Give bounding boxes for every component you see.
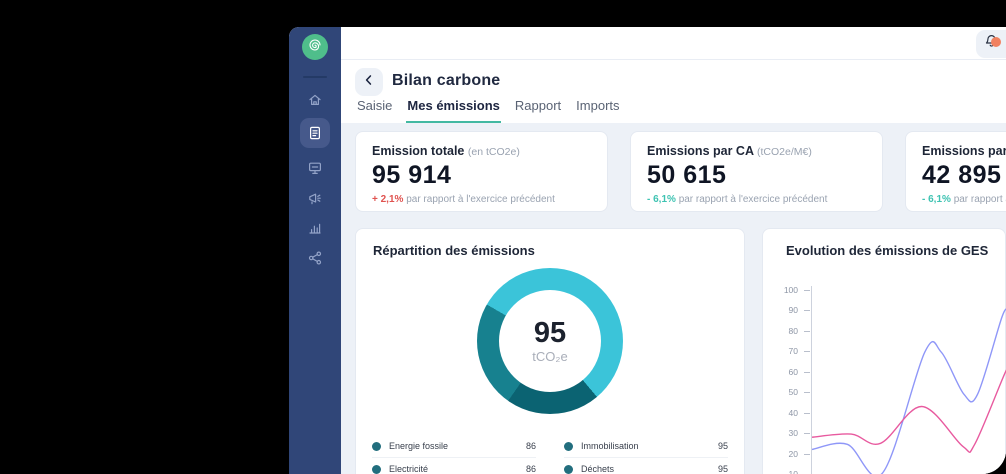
content-area: Emission totale (en tCO2e) 95 914 + 2,1%…	[341, 123, 1006, 474]
file-text-icon	[307, 125, 323, 141]
legend-item-energie-fossile: Energie fossile 86	[372, 435, 536, 458]
tab-rapport[interactable]: Rapport	[514, 98, 562, 113]
bar-chart-icon	[307, 220, 323, 236]
donut-center: 95 tCO₂e	[499, 290, 601, 392]
app-logo[interactable]	[302, 34, 328, 60]
legend-label: Déchets	[581, 464, 615, 474]
notification-badge	[991, 37, 1001, 47]
sidebar-item-home[interactable]	[300, 85, 330, 115]
tab-bar: Saisie Mes émissions Rapport Imports	[356, 98, 621, 123]
donut-center-unit: tCO₂e	[532, 348, 568, 364]
hierarchy-icon	[307, 250, 323, 266]
stat-delta: + 2,1% par rapport à l'exercice précéden…	[372, 194, 555, 205]
y-tick-mark	[804, 351, 810, 353]
legend-label: Energie fossile	[389, 441, 449, 451]
notifications-button[interactable]	[976, 30, 1006, 58]
stats-row: Emission totale (en tCO2e) 95 914 + 2,1%…	[355, 131, 1006, 212]
stat-value: 95 914	[372, 161, 452, 189]
main-area: Bilan carbone Saisie Mes émissions Rappo…	[341, 27, 1006, 474]
stat-value: 42 895	[922, 161, 1002, 189]
legend-dot	[564, 441, 573, 451]
y-tick-mark	[804, 290, 810, 291]
y-tick-label: 80	[788, 325, 798, 336]
stat-unit: (tCO2e/M€)	[757, 146, 812, 158]
sidebar-item-screen[interactable]	[300, 153, 330, 183]
donut-chart-title: Répartition des émissions	[373, 243, 535, 258]
y-tick-mark	[804, 433, 810, 435]
stat-title: Emissions par CA (tCO2e/M€)	[647, 144, 812, 158]
legend-item-electricite: Electricité 86	[372, 458, 536, 474]
tab-imports[interactable]: Imports	[576, 98, 620, 113]
y-tick-label: 60	[788, 366, 798, 377]
topbar	[341, 27, 1006, 60]
delta-badge: - 6,1%	[647, 194, 676, 205]
sidebar-item-statistics[interactable]	[300, 213, 330, 243]
sidebar-item-documents[interactable]	[300, 118, 330, 148]
line-series-1	[812, 308, 1006, 474]
y-tick-label: 100	[783, 285, 798, 295]
line-chart	[812, 308, 1006, 474]
spiral-logo-icon	[306, 36, 324, 59]
y-tick-label: 90	[788, 305, 798, 316]
y-tick-mark	[804, 330, 810, 332]
stat-delta: - 6,1% par rapport à l'exercice précéden…	[922, 194, 1006, 205]
sidebar-item-announcements[interactable]	[300, 183, 330, 213]
y-tick-label: 50	[788, 387, 798, 398]
donut-chart: 95 tCO₂e	[477, 268, 623, 414]
megaphone-icon	[307, 190, 323, 206]
legend-dot	[372, 441, 381, 451]
sidebar-divider	[303, 76, 327, 78]
y-tick-label: 70	[788, 346, 798, 357]
legend-item-dechets: Déchets 95	[564, 458, 728, 474]
app-window: Bilan carbone Saisie Mes émissions Rappo…	[289, 27, 1006, 474]
tab-mes-emissions[interactable]: Mes émissions	[406, 98, 501, 123]
monitor-icon	[307, 160, 323, 176]
stat-card-emissions-par-ca: Emissions par CA (tCO2e/M€) 50 615 - 6,1…	[630, 131, 883, 212]
legend-value: 95	[717, 464, 728, 474]
stat-card-emissions-par-etp: Emissions par ETP (tCO2e/ETP) 42 895 - 6…	[905, 131, 1006, 212]
y-tick-mark	[804, 392, 810, 394]
line-chart-panel: Evolution des émissions de GES 100 90 80 70…	[762, 228, 1006, 474]
legend-value: 95	[717, 441, 728, 451]
legend-dot	[372, 464, 381, 474]
legend-label: Electricité	[389, 464, 429, 474]
back-button[interactable]	[355, 68, 383, 96]
donut-legend: Energie fossile 86 Immobilisation 95 Ele…	[372, 435, 728, 474]
delta-badge: - 6,1%	[922, 194, 951, 205]
legend-value: 86	[525, 441, 536, 451]
legend-label: Immobilisation	[581, 441, 639, 451]
stat-unit: (en tCO2e)	[467, 146, 520, 158]
charts-row: Répartition des émissions 95 tCO₂e Energ…	[355, 228, 1006, 474]
stat-delta: - 6,1% par rapport à l'exercice précéden…	[647, 194, 828, 205]
legend-value: 86	[525, 464, 536, 474]
tab-saisie[interactable]: Saisie	[357, 98, 393, 113]
sidebar	[289, 27, 341, 474]
y-tick-label: 40	[788, 407, 798, 418]
legend-dot	[564, 464, 573, 474]
y-tick-label: 20	[788, 448, 798, 459]
y-tick-mark	[804, 371, 810, 373]
stat-card-emission-totale: Emission totale (en tCO2e) 95 914 + 2,1%…	[355, 131, 608, 212]
line-chart-title: Evolution des émissions de GES	[786, 243, 989, 258]
page-title: Bilan carbone	[392, 72, 501, 89]
donut-chart-panel: Répartition des émissions 95 tCO₂e Energ…	[355, 228, 745, 474]
chevron-left-icon	[362, 73, 376, 92]
home-icon	[307, 92, 323, 108]
stat-value: 50 615	[647, 161, 727, 189]
y-axis-ticks: 100 90 80 70 60 50 40 30 20 10	[763, 229, 811, 474]
legend-item-immobilisation: Immobilisation 95	[564, 435, 728, 458]
y-tick-mark	[804, 412, 810, 414]
stat-title: Emissions par ETP (tCO2e/ETP)	[922, 144, 1006, 158]
y-axis-line	[811, 286, 812, 474]
delta-badge: + 2,1%	[372, 194, 404, 205]
donut-center-value: 95	[533, 317, 567, 350]
page-header: Bilan carbone Saisie Mes émissions Rappo…	[341, 60, 1006, 123]
sidebar-item-hierarchy[interactable]	[300, 243, 330, 273]
stat-title: Emission totale (en tCO2e)	[372, 144, 520, 158]
y-tick-label: 10	[788, 468, 798, 474]
y-tick-label: 30	[788, 428, 798, 439]
y-tick-mark	[804, 310, 810, 312]
line-series-2	[812, 369, 1006, 454]
y-tick-mark	[804, 453, 810, 455]
